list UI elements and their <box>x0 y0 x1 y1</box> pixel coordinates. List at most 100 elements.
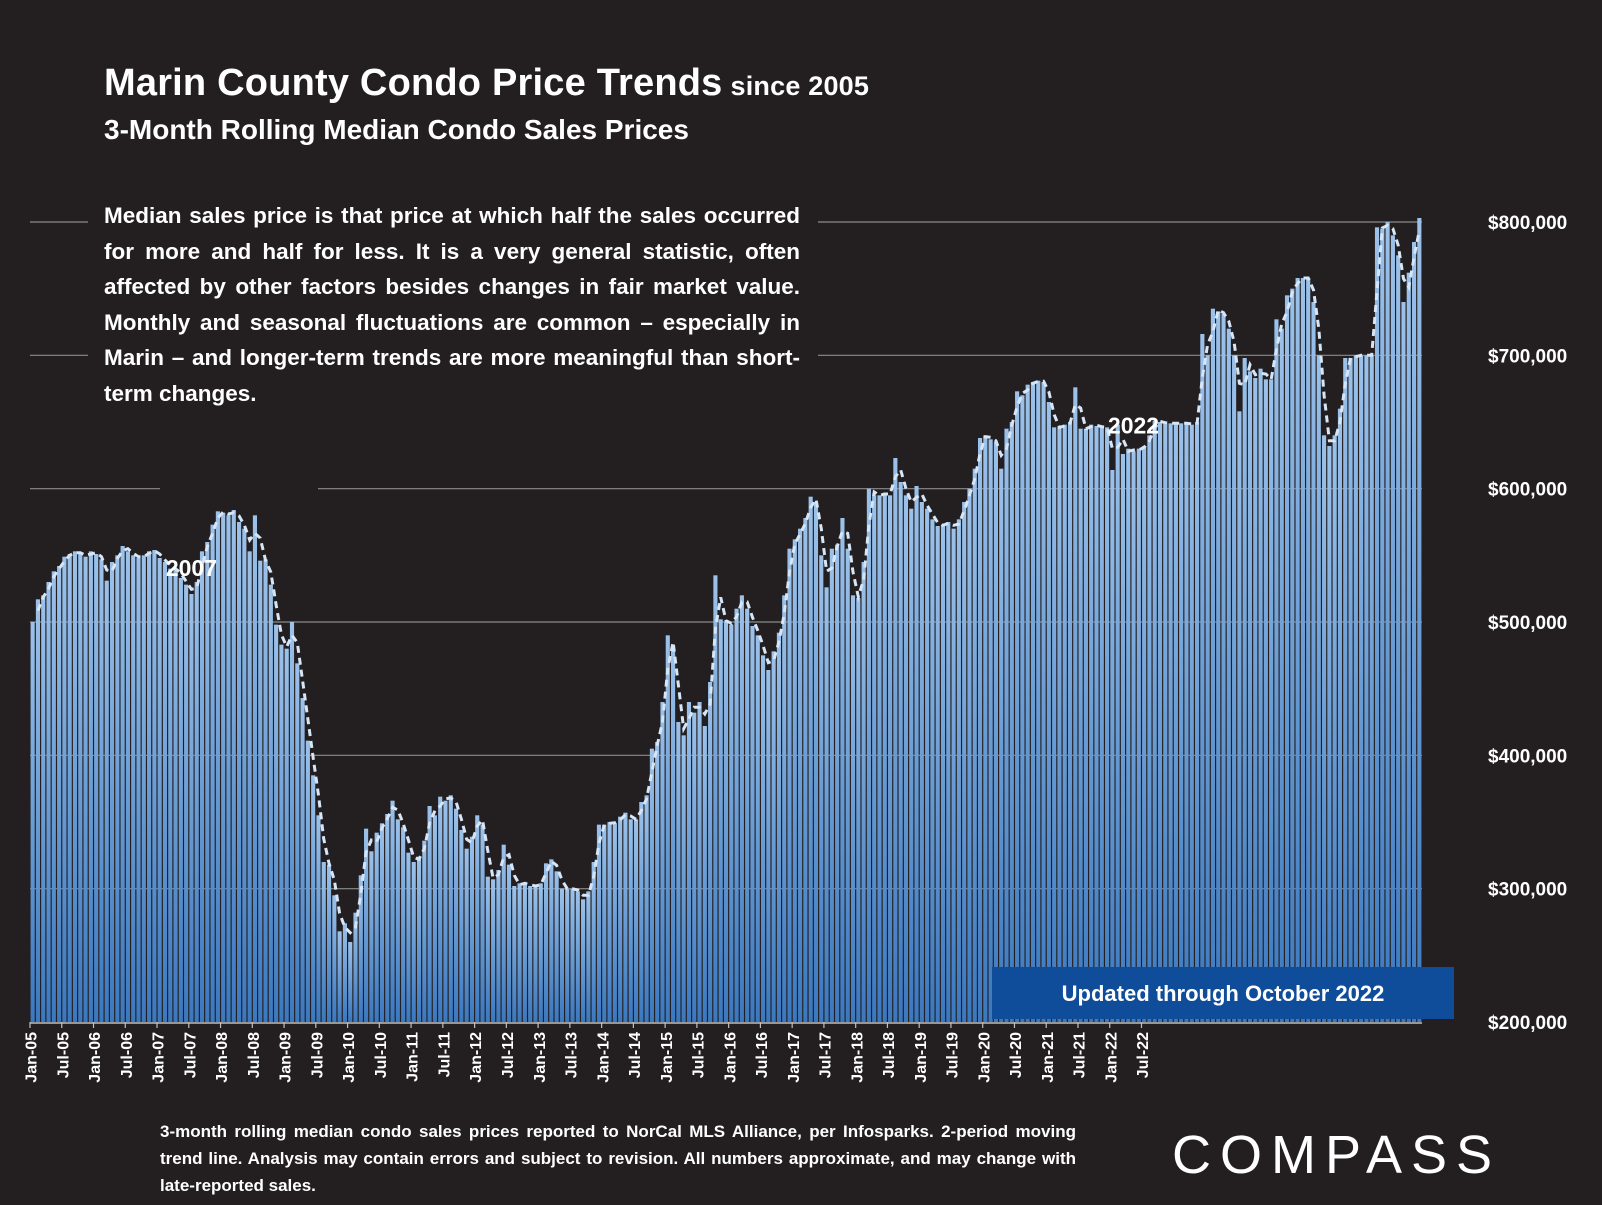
trend-line <box>36 223 1421 935</box>
bar <box>591 862 596 1022</box>
bar <box>1205 355 1210 1023</box>
bar <box>125 551 130 1022</box>
bar <box>962 502 967 1022</box>
bar <box>660 702 665 1022</box>
bar <box>517 883 522 1022</box>
bar <box>829 548 834 1022</box>
bar <box>1300 278 1305 1022</box>
bar <box>602 824 607 1022</box>
bar <box>951 528 956 1022</box>
bar <box>1057 427 1062 1023</box>
banner-box <box>992 967 1454 1019</box>
bar-series <box>30 218 1422 1023</box>
bar <box>1194 422 1200 1022</box>
bar <box>284 648 289 1022</box>
bar <box>824 587 829 1022</box>
bar <box>1020 395 1025 1023</box>
bar <box>194 582 199 1022</box>
bar <box>681 735 686 1022</box>
bar <box>1136 448 1141 1022</box>
bar <box>1364 355 1369 1023</box>
bar <box>729 624 734 1022</box>
bar <box>131 555 136 1022</box>
bar <box>99 559 104 1022</box>
bar <box>1009 422 1014 1022</box>
bar <box>713 575 718 1022</box>
bar <box>178 578 183 1022</box>
bar <box>999 468 1004 1022</box>
bar <box>305 740 310 1022</box>
bar <box>1258 368 1263 1022</box>
x-tick-label: Jul-07 <box>182 1032 199 1078</box>
bar <box>491 879 496 1022</box>
bar <box>157 558 162 1022</box>
bar <box>464 848 469 1022</box>
bar <box>469 836 475 1022</box>
chart-title-suffix: since 2005 <box>730 71 870 101</box>
bar <box>226 515 231 1022</box>
bar <box>443 800 448 1022</box>
bar <box>533 886 538 1022</box>
bar <box>782 595 787 1022</box>
bar <box>1163 423 1168 1023</box>
bar <box>840 518 845 1022</box>
bar <box>1073 387 1078 1023</box>
bar <box>1179 423 1184 1023</box>
bar <box>364 828 369 1022</box>
bar <box>639 802 644 1022</box>
bar <box>808 496 813 1022</box>
bar <box>1015 391 1020 1023</box>
bar <box>877 495 882 1023</box>
bar <box>803 518 808 1022</box>
bar <box>644 795 649 1022</box>
bar <box>78 554 83 1022</box>
bar <box>718 619 723 1022</box>
chart-subtitle: 3-Month Rolling Median Condo Sales Price… <box>104 114 689 145</box>
bar <box>655 742 660 1022</box>
x-tick-label: Jul-16 <box>754 1032 771 1078</box>
x-tick-label: Jul-21 <box>1072 1032 1089 1078</box>
bar <box>856 598 861 1022</box>
bar <box>946 522 951 1022</box>
x-tick-label: Jul-22 <box>1135 1032 1152 1078</box>
trend-line-path <box>36 223 1421 935</box>
bar <box>406 852 411 1022</box>
bar <box>760 655 766 1022</box>
x-tick-label: Jan-18 <box>849 1032 866 1083</box>
bar <box>369 851 374 1022</box>
bar <box>1295 278 1300 1022</box>
bar <box>1083 428 1088 1022</box>
bar <box>633 819 639 1022</box>
bar <box>67 554 72 1022</box>
bar <box>1269 379 1274 1023</box>
bar <box>522 883 527 1022</box>
bar <box>835 544 840 1022</box>
bar <box>919 502 924 1022</box>
bar <box>935 526 940 1022</box>
bar <box>528 886 533 1022</box>
bar <box>1142 446 1147 1022</box>
bar <box>41 595 46 1022</box>
bar <box>766 670 771 1022</box>
bar <box>570 888 575 1022</box>
bar <box>35 599 40 1022</box>
bar <box>893 458 898 1022</box>
bar <box>1052 427 1057 1023</box>
bar <box>1094 426 1099 1022</box>
bar <box>819 555 824 1022</box>
bar <box>628 819 633 1022</box>
bar <box>872 495 877 1023</box>
bar <box>432 815 437 1022</box>
bar <box>1290 288 1295 1022</box>
bar <box>1242 358 1247 1022</box>
bar <box>1041 382 1046 1022</box>
bar <box>1046 402 1051 1022</box>
bar <box>51 571 56 1022</box>
bar <box>321 862 326 1022</box>
bar <box>332 895 337 1022</box>
bar <box>348 942 353 1022</box>
bar <box>1332 435 1337 1023</box>
bar <box>1173 423 1178 1023</box>
x-tick-label: Jan-14 <box>595 1032 612 1083</box>
bar <box>173 568 178 1022</box>
